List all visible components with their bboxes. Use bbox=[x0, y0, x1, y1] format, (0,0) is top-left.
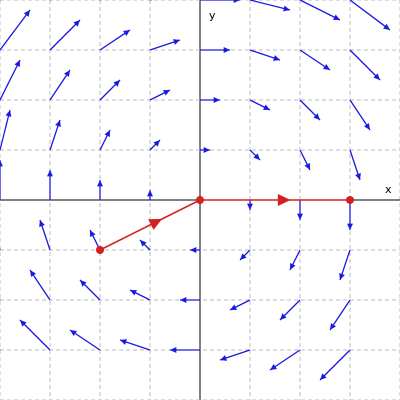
vector-arrowhead bbox=[163, 90, 170, 96]
vector-arrow bbox=[0, 59, 21, 101]
vector-arrow bbox=[0, 9, 31, 51]
vector-arrowhead bbox=[283, 5, 290, 12]
vector-arrowhead bbox=[130, 290, 137, 296]
vector-arrowhead bbox=[373, 73, 380, 80]
vector-arrowhead bbox=[347, 223, 353, 230]
vector-arrow bbox=[0, 109, 11, 151]
vector-arrowhead bbox=[203, 147, 210, 153]
vector-arrowhead bbox=[190, 247, 197, 253]
vector-arrowhead bbox=[313, 113, 320, 120]
vector-arrowhead bbox=[233, 0, 240, 3]
vector-arrow bbox=[349, 49, 381, 81]
vector-arrowhead bbox=[147, 190, 153, 197]
vector-arrowhead bbox=[220, 355, 227, 361]
vector-arrowhead bbox=[173, 39, 180, 45]
vector-arrowhead bbox=[113, 80, 120, 87]
vector-arrowhead bbox=[123, 30, 130, 36]
vector-arrowhead bbox=[230, 304, 237, 310]
vector-arrowhead bbox=[14, 60, 20, 67]
vector-arrowhead bbox=[270, 364, 277, 370]
vector-arrowhead bbox=[364, 123, 370, 130]
vector-arrowhead bbox=[323, 64, 330, 70]
vector-arrowhead bbox=[297, 213, 303, 220]
vector-arrowhead bbox=[263, 104, 270, 110]
vector-arrowhead bbox=[290, 263, 296, 270]
vector-arrow bbox=[319, 349, 351, 381]
vector-arrowhead bbox=[55, 120, 61, 127]
vector-arrowhead bbox=[304, 163, 310, 170]
vector-arrowhead bbox=[253, 153, 260, 160]
path-direction-arrow bbox=[148, 218, 163, 230]
path-point bbox=[196, 196, 204, 204]
vector-arrow bbox=[249, 0, 291, 11]
vector-arrowhead bbox=[333, 14, 340, 20]
vector-arrow bbox=[349, 0, 391, 31]
vector-arrowhead bbox=[213, 97, 220, 103]
vector-arrowhead bbox=[90, 230, 96, 237]
vector-arrowhead bbox=[153, 140, 160, 147]
path-segment bbox=[99, 199, 201, 251]
vector-arrowhead bbox=[97, 180, 103, 187]
x-axis-label: x bbox=[385, 183, 392, 196]
vector-arrowhead bbox=[80, 280, 87, 287]
vector-arrowhead bbox=[47, 170, 53, 177]
vector-arrowhead bbox=[180, 297, 187, 303]
vector-arrowhead bbox=[140, 240, 147, 247]
vector-arrowhead bbox=[104, 130, 110, 137]
vector-arrowhead bbox=[0, 160, 3, 167]
vector-arrowhead bbox=[23, 10, 30, 17]
vector-arrow bbox=[299, 0, 341, 21]
vector-arrowhead bbox=[64, 70, 70, 77]
vector-arrowhead bbox=[383, 23, 390, 30]
vector-arrowhead bbox=[20, 320, 27, 327]
vector-arrowhead bbox=[223, 47, 230, 53]
vector-arrowhead bbox=[273, 55, 280, 61]
vector-arrowhead bbox=[247, 203, 253, 210]
vector-arrowhead bbox=[73, 20, 80, 27]
vector-arrow bbox=[19, 319, 51, 351]
vector-arrowhead bbox=[30, 270, 36, 277]
vector-arrowhead bbox=[5, 110, 12, 117]
vector-arrowhead bbox=[330, 323, 336, 330]
path-point bbox=[346, 196, 354, 204]
vector-arrowhead bbox=[355, 173, 361, 180]
vector-arrowhead bbox=[39, 220, 45, 227]
vector-arrowhead bbox=[70, 330, 77, 336]
y-axis-label: y bbox=[209, 9, 216, 22]
vector-arrowhead bbox=[120, 339, 127, 345]
vector-arrowhead bbox=[170, 347, 177, 353]
vector-arrowhead bbox=[320, 373, 327, 380]
path-point bbox=[96, 246, 104, 254]
vector-arrowhead bbox=[240, 253, 247, 260]
path-direction-arrow bbox=[277, 194, 291, 206]
vector-arrow bbox=[49, 19, 81, 51]
vector-arrowhead bbox=[339, 273, 345, 280]
vector-arrowhead bbox=[280, 313, 287, 320]
